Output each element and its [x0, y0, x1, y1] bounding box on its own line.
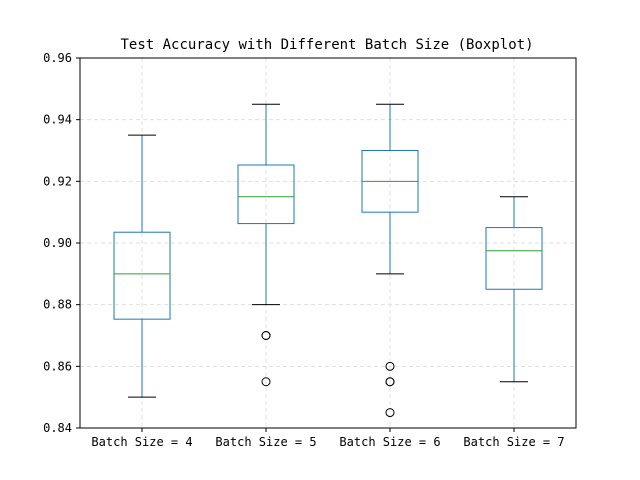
y-tick-label: 0.92 [43, 174, 72, 188]
iqr-box [113, 231, 171, 320]
outlier-point [261, 331, 271, 340]
y-tick-label: 0.88 [43, 298, 72, 312]
x-tick-label: Batch Size = 6 [339, 435, 440, 449]
chart-title: Test Accuracy with Different Batch Size … [120, 37, 533, 53]
x-tick-label: Batch Size = 4 [91, 435, 192, 449]
x-tick-label: Batch Size = 5 [215, 435, 316, 449]
y-tick-label: 0.96 [43, 51, 72, 65]
box-group [237, 103, 295, 387]
y-tick-label: 0.90 [43, 236, 72, 250]
box-group [485, 196, 543, 383]
outlier-point [385, 408, 395, 418]
grid [80, 57, 576, 429]
iqr-box [237, 164, 295, 225]
outlier-point [261, 377, 271, 387]
iqr-box [485, 227, 543, 290]
outlier-point [385, 377, 395, 387]
box-group [113, 134, 171, 398]
x-tick-label: Batch Size = 7 [463, 435, 564, 449]
y-tick-label: 0.84 [43, 421, 72, 435]
box-group [361, 103, 419, 418]
outlier-point [385, 361, 395, 371]
axes: 0.84 0.86 0.88 0.90 0.92 0.94 0.96 Batch Size =… [43, 51, 564, 449]
y-tick-label: 0.94 [43, 113, 72, 127]
y-tick-label: 0.86 [43, 359, 72, 373]
boxes [113, 103, 543, 418]
